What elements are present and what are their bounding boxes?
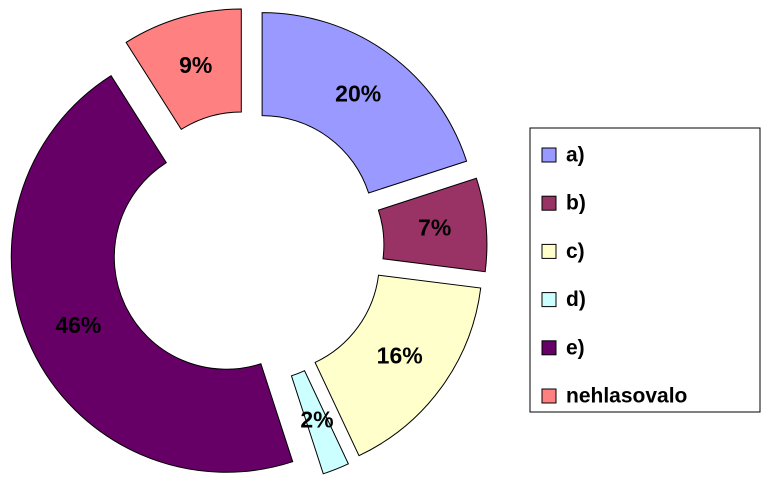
legend-label: d) — [566, 288, 586, 311]
legend-label: nehlasovalo — [566, 385, 687, 408]
donut-segment — [10, 74, 294, 473]
donut-segment — [314, 274, 482, 457]
data-label: 46% — [55, 312, 101, 338]
legend-swatch — [541, 388, 557, 404]
legend-label: e) — [566, 336, 585, 359]
legend-box — [529, 127, 761, 413]
legend-swatch — [541, 147, 557, 163]
legend-swatch — [541, 292, 557, 308]
legend-swatch — [541, 340, 557, 356]
donut-segment — [125, 8, 242, 131]
legend-swatch — [541, 243, 557, 259]
data-label: 2% — [300, 406, 333, 432]
donut-segment — [290, 369, 350, 475]
donut-segment — [377, 177, 488, 273]
legend-swatch — [541, 195, 557, 211]
data-label: 20% — [335, 80, 381, 106]
legend-label: a) — [566, 144, 585, 167]
data-label: 7% — [418, 214, 451, 240]
donut-segment — [261, 12, 468, 194]
legend-label: c) — [566, 240, 585, 263]
data-label: 9% — [179, 52, 212, 78]
data-label: 16% — [377, 342, 423, 368]
legend-label: b) — [566, 192, 586, 215]
